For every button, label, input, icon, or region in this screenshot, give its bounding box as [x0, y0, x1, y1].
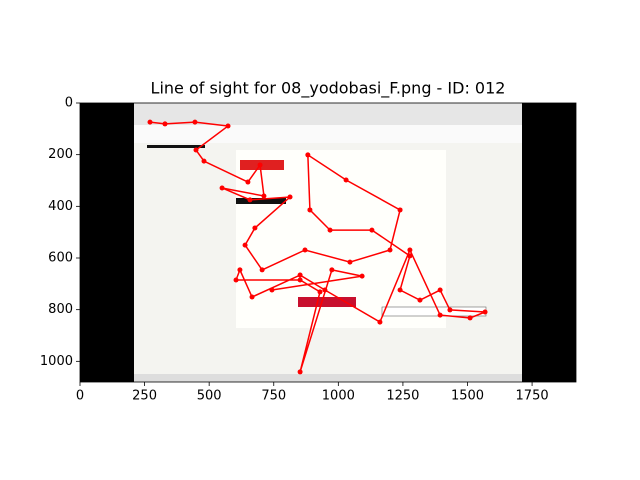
gaze-point — [347, 259, 353, 265]
gaze-point — [249, 294, 255, 300]
gaze-point — [247, 197, 253, 203]
gaze-point — [397, 207, 403, 213]
button — [298, 297, 356, 307]
x-tick-label: 1500 — [451, 389, 484, 404]
gaze-point — [369, 227, 375, 233]
gaze-point — [259, 267, 265, 273]
gaze-point — [201, 158, 207, 164]
y-tick-label: 0 — [65, 96, 73, 111]
axes-frame — [79, 102, 577, 383]
y-tick-label: 600 — [48, 251, 73, 266]
gaze-point — [192, 119, 198, 125]
x-tick-label: 250 — [132, 389, 157, 404]
gaze-point — [387, 247, 393, 253]
gaze-point — [447, 307, 453, 313]
gaze-point — [269, 287, 275, 293]
taskbar — [134, 374, 522, 382]
header-area — [134, 125, 522, 143]
gaze-point — [407, 253, 413, 259]
gaze-point — [322, 287, 328, 293]
gaze-point — [225, 123, 231, 129]
gaze-point — [162, 121, 168, 127]
x-tick-label: 500 — [197, 389, 222, 404]
gaze-point — [437, 312, 443, 318]
gaze-point — [417, 297, 423, 303]
chart-title: Line of sight for 08_yodobasi_F.png - ID… — [151, 79, 506, 99]
x-tick-label: 1750 — [516, 389, 549, 404]
background-image — [80, 103, 576, 382]
gaze-point — [233, 277, 239, 283]
gaze-point — [242, 242, 248, 248]
gaze-point — [359, 273, 365, 279]
gaze-point — [261, 193, 267, 199]
gaze-point — [147, 119, 153, 125]
gaze-point — [467, 315, 473, 321]
gaze-point — [317, 289, 323, 295]
gaze-point — [397, 287, 403, 293]
gaze-point — [297, 272, 303, 278]
y-tick-label: 200 — [48, 147, 73, 162]
black-bar — [236, 198, 286, 204]
x-tick-label: 1000 — [322, 389, 355, 404]
gaze-point — [327, 227, 333, 233]
x-tick-label: 750 — [261, 389, 286, 404]
gaze-point — [329, 267, 335, 273]
gaze-point — [307, 207, 313, 213]
gaze-point — [377, 319, 383, 325]
gaze-point — [302, 247, 308, 253]
gaze-point — [305, 152, 311, 158]
toolbar — [134, 103, 522, 125]
gaze-point — [482, 309, 488, 315]
y-tick-label: 400 — [48, 199, 73, 214]
y-tick-label: 800 — [48, 302, 73, 317]
gaze-point — [297, 277, 303, 283]
gaze-point — [252, 225, 258, 231]
gaze-point — [219, 185, 225, 191]
gaze-point — [297, 369, 303, 375]
gaze-point — [287, 194, 293, 200]
gaze-point — [245, 179, 251, 185]
gaze-point — [407, 247, 413, 253]
x-tick-label: 1250 — [386, 389, 419, 404]
gaze-point — [257, 162, 263, 168]
gaze-point — [437, 287, 443, 293]
x-tick-label: 0 — [76, 389, 84, 404]
redacted — [147, 145, 205, 148]
y-tick-label: 1000 — [40, 354, 73, 369]
gaze-point — [193, 147, 199, 153]
gaze-point — [343, 177, 349, 183]
gaze-point — [237, 267, 243, 273]
